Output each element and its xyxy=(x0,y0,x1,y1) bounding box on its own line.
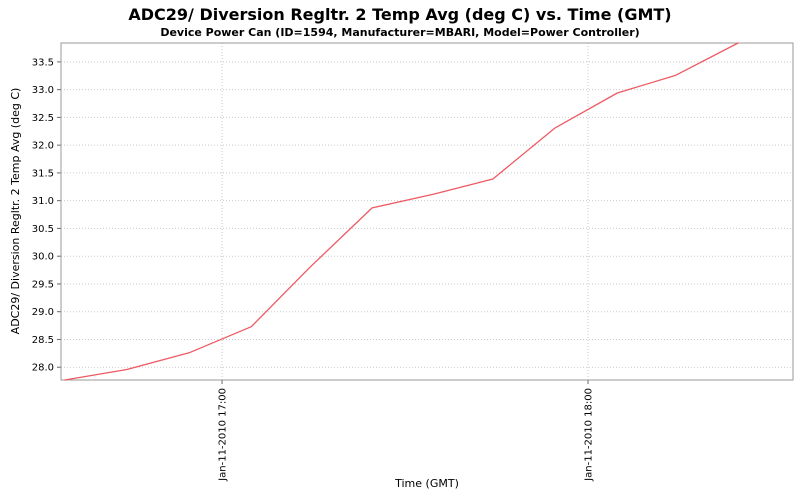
chart-subtitle: Device Power Can (ID=1594, Manufacturer=… xyxy=(160,26,640,39)
chart-title: ADC29/ Diversion Regltr. 2 Temp Avg (deg… xyxy=(128,5,672,24)
y-tick-label: 29.0 xyxy=(32,307,54,318)
x-tick-label: Jan-11-2010 17:00 xyxy=(218,388,229,482)
y-tick-label: 33.5 xyxy=(32,57,54,68)
y-tick-label: 30.0 xyxy=(32,252,54,263)
y-tick-label: 29.5 xyxy=(32,279,54,290)
x-tick-label: Jan-11-2010 18:00 xyxy=(584,388,595,482)
y-tick-label: 32.5 xyxy=(32,113,54,124)
y-tick-label: 31.0 xyxy=(32,196,54,207)
y-tick-label: 33.0 xyxy=(32,85,54,96)
y-tick-label: 30.5 xyxy=(32,224,54,235)
plot-border xyxy=(60,42,794,381)
y-axis-label: ADC29/ Diversion Regltr. 2 Temp Avg (deg… xyxy=(9,87,22,335)
y-tick-label: 28.0 xyxy=(32,363,54,374)
temperature-line xyxy=(64,42,739,381)
y-tick-label: 28.5 xyxy=(32,335,54,346)
y-tick-label: 31.5 xyxy=(32,168,54,179)
y-tick-label: 32.0 xyxy=(32,141,54,152)
x-axis-label: Time (GMT) xyxy=(395,477,459,490)
